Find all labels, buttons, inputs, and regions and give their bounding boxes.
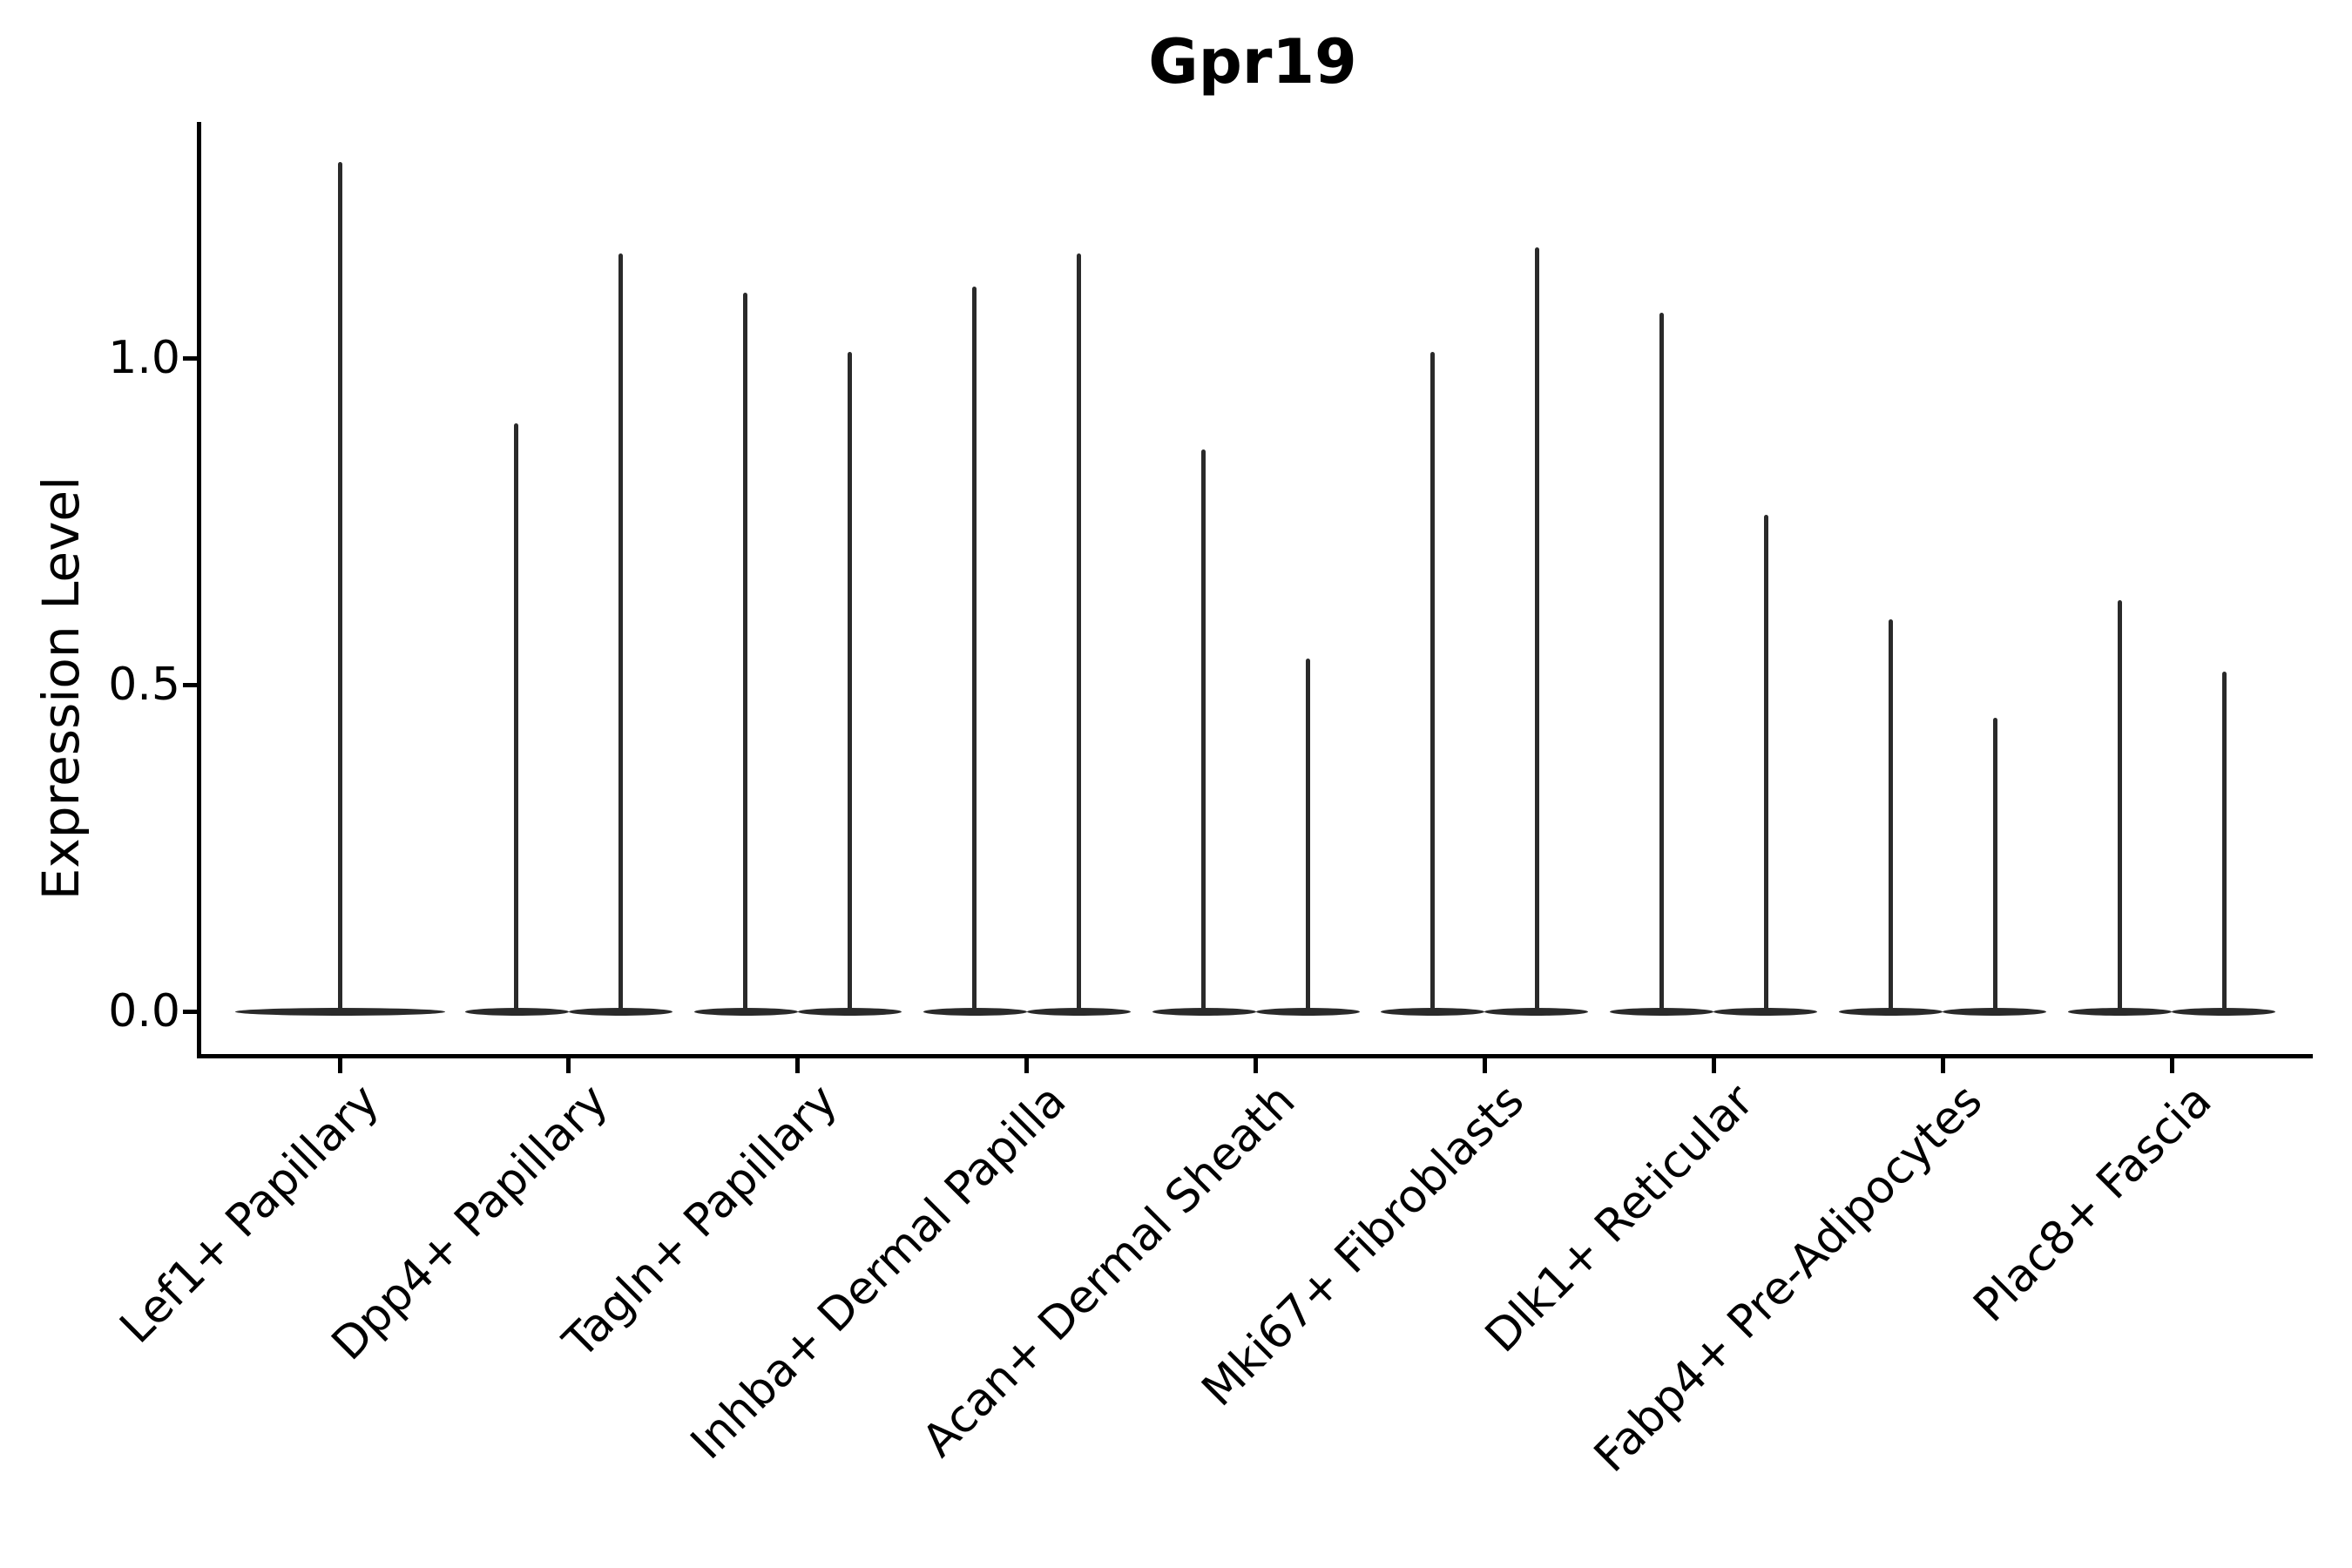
x-tick [795, 1058, 801, 1073]
x-tick-label-text: Inhba+ Dermal Papilla [681, 1074, 1077, 1470]
violin-body [1943, 1007, 2047, 1016]
violin-body [2172, 1007, 2275, 1016]
x-tick [1940, 1058, 1945, 1073]
violin-spike [1659, 312, 1664, 1011]
violin-spike [1077, 253, 1082, 1011]
violin-body [2068, 1007, 2172, 1016]
x-tick [337, 1058, 342, 1073]
violin-spike [1763, 515, 1768, 1011]
y-tick-label: 0.0 [108, 985, 180, 1037]
violin-body [1026, 1007, 1131, 1016]
violin-body [568, 1007, 672, 1016]
y-tick [183, 682, 197, 687]
x-tick [2169, 1058, 2174, 1073]
y-tick [183, 1009, 197, 1014]
y-tick-label: 1.0 [108, 332, 180, 384]
violin-spike [972, 286, 977, 1011]
violin-spike [2117, 599, 2122, 1011]
violin-body [1381, 1007, 1485, 1016]
violin-body [1255, 1007, 1360, 1016]
violin-spike [1992, 717, 1997, 1011]
plot-area: 0.0 0.5 1.0 Lef1+ Papillary Dpp4+ Papillary T… [108, 122, 2313, 1483]
x-tick-label-text: Plac8+ Fascia [1963, 1074, 2222, 1333]
violin-spike [743, 293, 748, 1011]
violin-body [1839, 1007, 1943, 1016]
violin-spike [1201, 449, 1206, 1011]
violin-body [923, 1007, 1027, 1016]
violin-body [797, 1007, 902, 1016]
violin-spike [1306, 659, 1310, 1011]
violin-body [1152, 1007, 1256, 1016]
violin-spike [337, 162, 342, 1011]
violin-body [1713, 1007, 1818, 1016]
violin-spike [848, 351, 853, 1011]
violin-body [1484, 1007, 1589, 1016]
chart-title: Gpr19 [1148, 26, 1357, 98]
y-tick-label: 0.5 [108, 659, 180, 711]
x-tick [1024, 1058, 1030, 1073]
x-tick [1254, 1058, 1258, 1073]
violin-body [234, 1007, 445, 1016]
x-tick [1711, 1058, 1716, 1073]
violin-body [693, 1007, 798, 1016]
violin-spike [1534, 247, 1539, 1011]
x-tick-label-text: Fabp4+ Pre-Adipocytes [1584, 1074, 1993, 1483]
violin-spike [618, 253, 624, 1011]
violin-body [464, 1007, 569, 1016]
violin-spike [1888, 619, 1893, 1011]
violin-spike [2221, 672, 2227, 1011]
x-tick-label-text: Acan+ Dermal Sheath [912, 1074, 1306, 1468]
violin-spike [514, 423, 519, 1011]
x-tick [566, 1058, 571, 1073]
y-tick [183, 355, 197, 361]
violin-body [1610, 1007, 1714, 1016]
violin-spike [1429, 351, 1435, 1011]
x-tick [1482, 1058, 1487, 1073]
